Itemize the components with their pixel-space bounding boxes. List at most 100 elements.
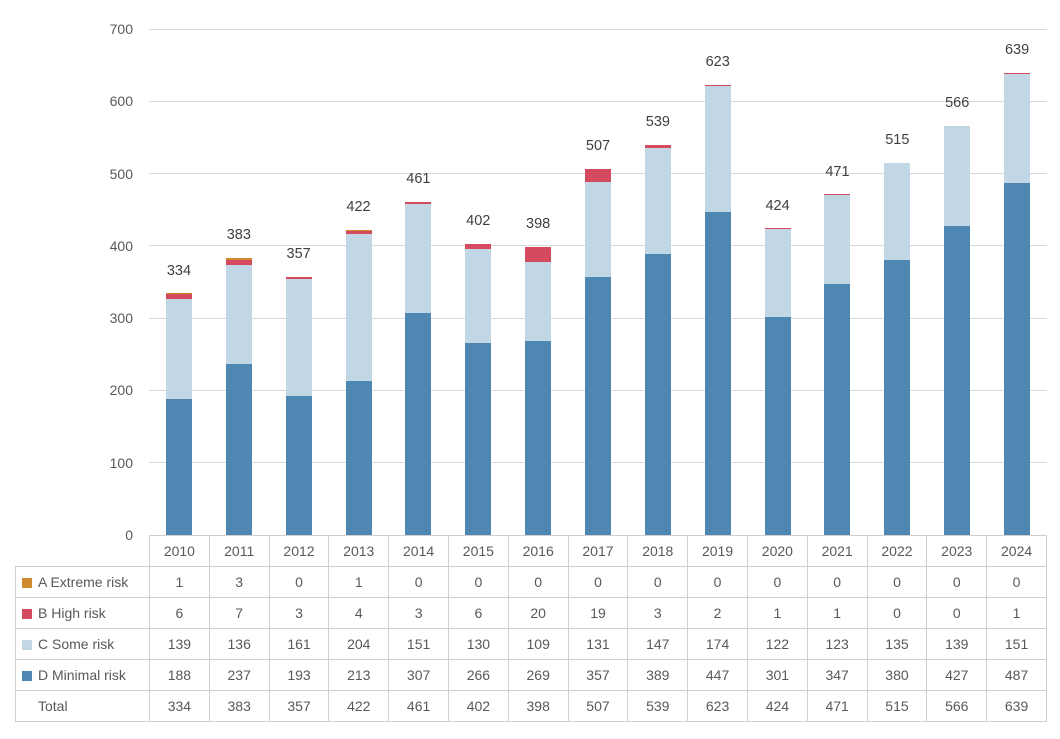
table-cell: 0 [567,566,629,598]
bar-segment-c [225,265,252,364]
series-label: C Some risk [38,636,115,652]
table-cell: 174 [687,628,748,660]
bar-2011 [225,258,252,535]
table-cell: 383 [208,690,270,722]
bar-segment-c [884,162,911,261]
table-cell: 1 [149,566,210,598]
bar-segment-d [764,317,791,535]
table-cell: 123 [806,628,868,660]
table-header-row: 2010 2011 2012 2013 2014 2015 2016 2017 2018 2019… [16,535,1047,567]
bar-segment-d [585,276,611,535]
bar-segment-d [405,313,432,535]
table-cell: 357 [567,659,629,691]
table-cell: 1 [806,597,868,629]
bar-segment-c [285,279,312,396]
bar-segment-b [1004,72,1031,74]
bar-segment-b [345,230,372,234]
data-table: 2010 2011 2012 2013 2014 2015 2016 2017 2018 2019… [15,535,1047,722]
table-cell: 161 [268,628,330,660]
table-cell: 0 [926,597,988,629]
bar-total-label: 539 [645,114,670,131]
table-cell: 213 [328,659,390,691]
table-cell: 0 [866,597,928,629]
table-cell: 334 [149,690,210,722]
bar-segment-d [465,342,492,535]
y-axis-tick-label: 100 [109,454,133,471]
y-axis-tick-label: 500 [109,165,133,182]
table-cell: 109 [507,628,569,660]
bar-segment-d [165,399,192,535]
bar-2017 [585,168,611,535]
table-header-year: 2011 [208,535,270,567]
table-cell: 6 [149,597,210,629]
table-cell: 380 [866,659,928,691]
table-cell: 422 [328,690,390,722]
bar-total-label: 639 [1004,42,1030,59]
table-cell: 0 [746,566,808,598]
table-cell: 0 [687,566,748,598]
swatch-spacer [22,702,32,712]
gridline [149,28,1047,30]
bar-segment-b [525,247,552,262]
table-cell: 151 [986,628,1047,660]
series-label-cell: C Some risk [15,628,150,660]
bar-segment-c [944,125,971,227]
y-axis-tick-label: 400 [109,237,133,254]
bar-2013 [345,229,372,535]
bar-total-label: 471 [825,163,850,180]
bar-2012 [285,276,312,535]
table-cell: 357 [268,690,330,722]
table-cell: 0 [447,566,509,598]
series-label: B High risk [38,605,106,621]
table-row: A Extreme risk 1 3 0 1 0 0 0 0 0 0 0 0 0 0 0 [15,566,1047,598]
bar-segment-c [585,182,611,277]
bar-segment-a [225,258,252,261]
table-row: B High risk 6 7 3 4 3 6 20 19 3 2 1 1 0 0 1 [15,597,1047,629]
table-cell: 3 [627,597,689,629]
table-cell: 139 [926,628,988,660]
bar-segment-d [704,211,731,535]
table-cell: 135 [866,628,928,660]
bar-segment-d [225,363,252,535]
bar-2019 [704,84,731,535]
bar-2014 [405,201,432,535]
bar-2022 [884,162,911,535]
table-cell: 139 [149,628,210,660]
table-cell: 266 [447,659,509,691]
bar-2015 [465,244,492,535]
table-cell: 0 [268,566,330,598]
table-cell: 347 [806,659,868,691]
bar-total-label: 357 [286,245,311,262]
legend-swatch [22,609,32,619]
table-cell: 2 [687,597,748,629]
table-cell: 6 [447,597,509,629]
bar-2010 [165,293,192,535]
table-header-year: 2020 [746,535,808,567]
table-cell: 461 [388,690,449,722]
bar-2016 [525,247,552,535]
table-header-year: 2010 [149,535,210,567]
table-total-row: Total 334 383 357 422 461 402 398 507 539 623 424 47… [15,690,1047,722]
table-cell: 398 [507,690,569,722]
y-axis-tick-label: 600 [109,93,133,110]
bar-segment-c [1004,73,1031,183]
series-label: A Extreme risk [38,574,129,590]
bar-segment-d [1004,182,1031,535]
bar-segment-c [465,248,492,343]
bar-segment-b [285,276,312,280]
gridline [149,100,1047,102]
table-cell: 131 [567,628,629,660]
table-header-year: 2016 [507,535,569,567]
table-cell: 471 [806,690,868,722]
total-label-cell: Total [15,690,150,722]
table-cell: 1 [986,597,1047,629]
bar-segment-b [824,194,851,196]
table-cell: 136 [208,628,270,660]
table-cell: 0 [806,566,868,598]
table-cell: 188 [149,659,210,691]
table-header-year: 2022 [866,535,928,567]
bar-total-label: 383 [226,227,251,244]
legend-swatch [22,578,32,588]
table-header-year: 2018 [627,535,689,567]
table-cell: 0 [507,566,569,598]
